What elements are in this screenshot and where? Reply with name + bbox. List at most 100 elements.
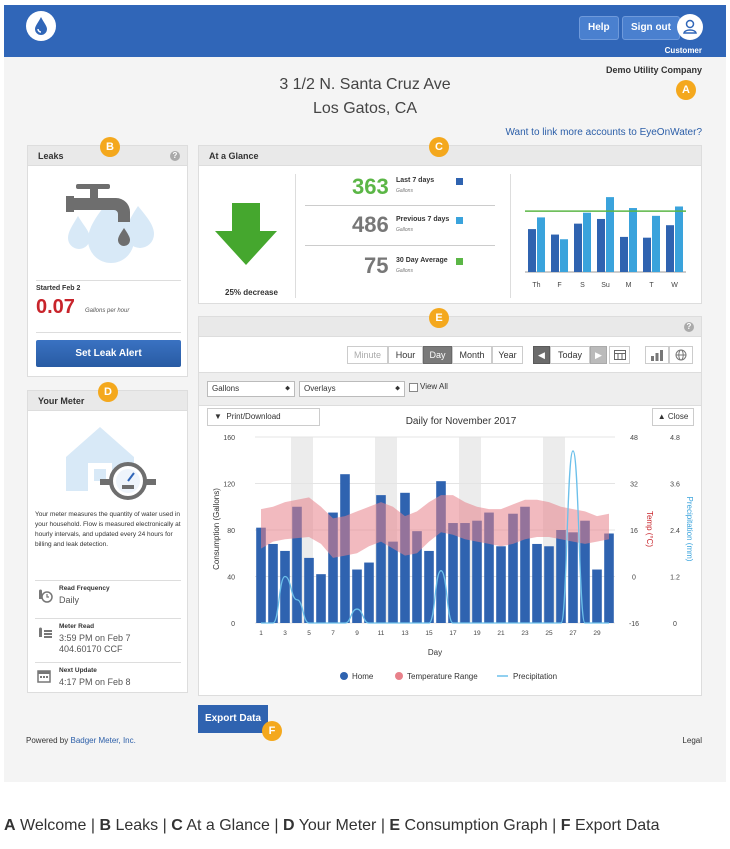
prev-date-button[interactable]: ◀ <box>533 346 550 364</box>
x-tick-label: 15 <box>425 630 433 637</box>
globe-icon[interactable] <box>669 346 693 364</box>
app-frame: Help Sign out Customer Demo Utility Comp… <box>4 5 726 782</box>
set-leak-alert-button[interactable]: Set Leak Alert <box>36 340 181 367</box>
y2-tick-label: 32 <box>630 482 638 489</box>
bar-chart-view-icon[interactable] <box>645 346 669 364</box>
leak-started-label: Started Feb 2 <box>36 285 81 292</box>
x-tick-label: 23 <box>521 630 529 637</box>
divider <box>510 174 511 298</box>
consumption-bar <box>256 527 266 623</box>
meter-panel: Your Meter Your meter measures the quant… <box>27 390 188 693</box>
glance-bar-last7 <box>597 218 605 272</box>
tab-month[interactable]: Month <box>452 346 492 364</box>
today-button[interactable]: Today <box>550 346 590 364</box>
consumption-bar <box>592 569 602 623</box>
leaks-panel: Leaks ? Started Feb 2 0.07 Gallons per h… <box>27 145 188 377</box>
overlays-select[interactable]: Overlays ⬥ <box>299 381 405 397</box>
consumption-bar <box>580 520 590 623</box>
tab-day[interactable]: Day <box>423 346 452 364</box>
help-icon[interactable]: ? <box>170 151 180 161</box>
powered-prefix: Powered by <box>26 736 69 745</box>
tab-minute[interactable]: Minute <box>347 346 388 364</box>
divider <box>305 245 495 246</box>
y3-tick-label: 3.6 <box>670 482 680 489</box>
down-arrow-icon <box>215 203 277 265</box>
tab-hour[interactable]: Hour <box>388 346 423 364</box>
glance-bar-last7 <box>551 234 559 272</box>
unit-label: Gallons <box>396 188 413 194</box>
badge-b: B <box>100 137 120 157</box>
consumption-chart: Daily for November 201704080120160-16016… <box>212 416 694 681</box>
calendar-icon <box>37 669 51 688</box>
consumption-bar <box>496 546 506 623</box>
next-update-value: 4:17 PM on Feb 8 <box>59 677 131 687</box>
glance-x-tick-label: Su <box>601 282 610 289</box>
calendar-picker-icon[interactable] <box>609 346 630 364</box>
chart-title: Daily for November 2017 <box>406 416 517 427</box>
caret-up-icon: ▲ <box>657 412 666 421</box>
divider <box>36 280 181 281</box>
prev7-legend-swatch <box>456 217 463 224</box>
tab-year[interactable]: Year <box>492 346 523 364</box>
meter-description: Your meter measures the quantity of wate… <box>35 511 181 548</box>
meter-read-time: 3:59 PM on Feb 7 <box>59 633 131 643</box>
legal-link[interactable]: Legal <box>682 736 702 745</box>
export-data-button[interactable]: Export Data <box>198 705 268 733</box>
glance-bar-prev7 <box>629 208 637 272</box>
caption-text-e: Consumption Graph <box>400 817 548 834</box>
units-select[interactable]: Gallons ⬥ <box>207 381 295 397</box>
address-line-1: 3 1/2 N. Santa Cruz Ave <box>279 76 451 93</box>
consumption-bar <box>376 495 386 623</box>
next-update-label: Next Update <box>59 667 97 674</box>
badger-meter-link[interactable]: Badger Meter, Inc. <box>70 736 136 745</box>
consumption-bar <box>472 520 482 623</box>
y-tick-label: 80 <box>227 528 235 535</box>
last7-value: 363 <box>352 174 389 199</box>
x-tick-label: 5 <box>307 630 311 637</box>
glance-bar-prev7 <box>675 206 683 272</box>
meter-read-icon <box>37 625 53 646</box>
consumption-bar <box>424 550 434 623</box>
user-avatar-icon[interactable] <box>677 14 703 40</box>
x-tick-label: 7 <box>331 630 335 637</box>
x-tick-label: 27 <box>569 630 577 637</box>
glance-bar-prev7 <box>537 217 545 272</box>
consumption-bar <box>568 532 578 623</box>
next-date-button[interactable]: ▶ <box>590 346 607 364</box>
water-drop-logo-icon[interactable] <box>26 11 56 41</box>
close-chart-button[interactable]: ▲ Close <box>652 408 694 426</box>
sign-out-button[interactable]: Sign out <box>622 16 680 40</box>
consumption-bar <box>484 512 494 623</box>
glance-bar-last7 <box>574 223 582 272</box>
glance-bar-last7 <box>528 229 536 272</box>
glance-x-tick-label: W <box>671 282 678 289</box>
units-select-value: Gallons <box>212 384 240 393</box>
glance-bar-prev7 <box>583 212 591 272</box>
user-role-label: Customer <box>664 46 702 55</box>
consumption-bar <box>544 546 554 623</box>
help-icon[interactable]: ? <box>684 322 694 332</box>
badge-d: D <box>98 382 118 402</box>
link-more-accounts[interactable]: Want to link more accounts to EyeOnWater… <box>505 127 702 138</box>
meter-read-label: Meter Read <box>59 623 95 630</box>
view-all-checkbox[interactable] <box>409 383 418 392</box>
read-frequency-label: Read Frequency <box>59 585 110 592</box>
leaking-faucet-icon <box>66 184 154 263</box>
leak-rate-unit: Gallons per hour <box>85 308 130 314</box>
consumption-bar <box>532 543 542 623</box>
y2-tick-label: 0 <box>632 575 636 582</box>
powered-by: Powered by Badger Meter, Inc. <box>26 736 136 745</box>
badge-a: A <box>676 80 696 100</box>
glance-x-tick-label: Th <box>532 282 540 289</box>
consumption-bar <box>436 481 446 623</box>
temperature-range-band <box>261 495 609 558</box>
glance-bar-prev7 <box>560 239 568 272</box>
print-download-button[interactable]: ▼ Print/Download <box>207 408 320 426</box>
caption-text-c: At a Glance <box>182 817 270 834</box>
meter-read-value: 404.60170 CCF <box>59 644 123 654</box>
x-tick-label: 3 <box>283 630 287 637</box>
close-label: Close <box>667 412 689 421</box>
help-button[interactable]: Help <box>579 16 619 40</box>
address-line-2: Los Gatos, CA <box>312 100 418 117</box>
glance-bar-prev7 <box>606 197 614 272</box>
